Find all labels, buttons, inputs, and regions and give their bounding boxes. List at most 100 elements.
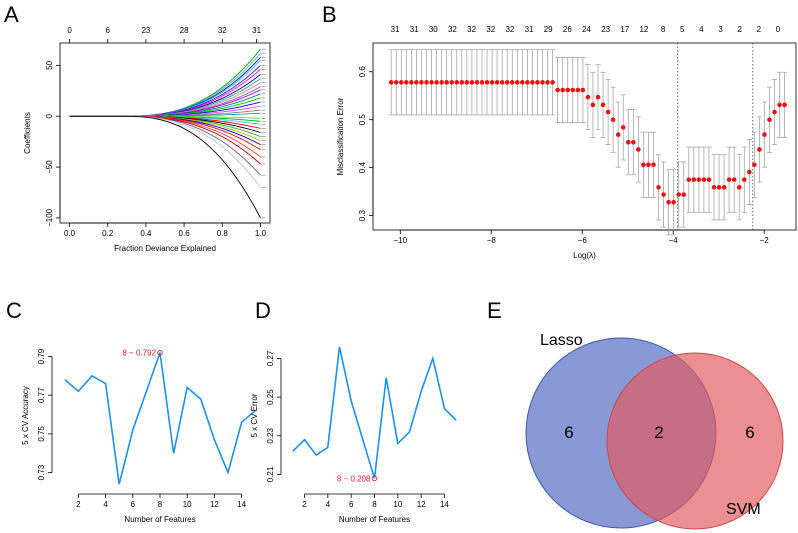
top-tick-label: 5 [680, 25, 685, 34]
cv-error-point [499, 80, 505, 85]
x-tick-label: −4 [669, 236, 679, 245]
cv-error-point [540, 80, 545, 85]
top-tick-label: 30 [429, 25, 438, 34]
coefficient-path-c29 [123, 115, 261, 176]
cv-error-point [615, 132, 621, 137]
cv-error-point [701, 177, 707, 182]
y-tick-label: 0.23 [266, 427, 275, 443]
chart-c-cv-accuracy: 2 4 6 8 10 12 14 0.73 0.75 0.77 0.79 Number of Feat… [21, 348, 256, 524]
top-tick-label: 31 [525, 25, 534, 34]
cv-error-point [620, 125, 626, 130]
cv-error-point [409, 80, 414, 85]
cv-error-point [610, 117, 616, 123]
cv-error-point [444, 80, 449, 85]
x-axis-title: Log(λ) [573, 251, 596, 260]
cv-error-point [525, 80, 530, 85]
cv-error-point [625, 139, 631, 145]
cv-error-point [631, 139, 636, 145]
y-tick-label: 0.3 [358, 210, 367, 222]
cv-error-point [671, 199, 676, 205]
cv-error-point [504, 80, 510, 85]
cv-error-point [757, 147, 762, 152]
x-tick-label: 4 [326, 500, 331, 509]
panel-letter-b: B [322, 2, 337, 27]
cv-error-point [429, 80, 434, 85]
top-tick-label: 8 [661, 25, 666, 34]
cv-error-point [711, 185, 717, 190]
top-tick-label: 32 [448, 25, 457, 34]
top-tick-label: 32 [486, 25, 495, 34]
cv-error-point [459, 80, 465, 85]
x-tick-label: 4 [103, 500, 108, 509]
x-tick-label: −6 [578, 236, 588, 245]
cv-error-point [489, 80, 495, 85]
best-point-marker [371, 475, 378, 482]
y-tick-label: 0.77 [37, 387, 46, 403]
y-axis-title: Coefficients [23, 112, 32, 154]
top-tick-label: 32 [218, 26, 227, 35]
top-tick-label: 28 [180, 26, 189, 35]
venn-label-lasso: Lasso [540, 332, 583, 349]
best-point-label: 8 − 0.208 [337, 474, 371, 483]
panel-letter-e: E [487, 298, 502, 323]
top-tick-label: 31 [410, 25, 419, 34]
coefficient-path-c25 [123, 115, 261, 146]
panel-letter-a: A [4, 2, 19, 27]
panel-letter-c: C [6, 298, 22, 323]
top-tick-label: 32 [467, 25, 476, 34]
x-tick-label: 1.0 [255, 229, 267, 238]
cv-error-point [696, 177, 702, 182]
cv-error-point [772, 109, 777, 115]
cv-error-point [520, 80, 525, 85]
best-point-label: 8 − 0.792 [122, 349, 156, 358]
x-tick-label: 0.6 [179, 229, 191, 238]
chart-e-venn: Lasso SVM 6 2 6 [525, 332, 784, 530]
cv-error-point [424, 80, 429, 85]
cv-error-point [560, 87, 565, 93]
cv-error-point [393, 80, 399, 85]
y-tick-label: 0.79 [37, 348, 46, 364]
cv-error-point [509, 80, 515, 85]
cv-error-point [656, 185, 661, 190]
cv-error-point [550, 80, 555, 85]
cv-error-point [666, 199, 671, 205]
cv-error-point [590, 102, 596, 108]
cv-error-point [731, 177, 737, 182]
venn-count-lasso-only: 6 [564, 423, 573, 442]
x-tick-label: 12 [417, 500, 426, 509]
x-tick-label: 12 [210, 500, 219, 509]
cv-error-point [474, 80, 480, 85]
cv-error-point [762, 132, 767, 137]
cv-error-point [736, 185, 742, 190]
cv-error-point [747, 169, 752, 175]
cv-error-point [494, 80, 500, 85]
cv-error-point [676, 192, 682, 197]
chart-a-coefficient-paths: 0.0 0.2 0.4 0.6 0.8 1.0 −100 −50 0 50 Fraction Dev… [23, 26, 271, 253]
cv-error-point [439, 80, 444, 85]
cv-error-point [469, 80, 475, 85]
x-axis-title: Number of Features [339, 515, 410, 524]
x-axis-title: Fraction Deviance Explained [114, 244, 216, 253]
cv-error-point [782, 102, 787, 108]
x-tick-label: 0.0 [64, 229, 76, 238]
x-tick-label: 0.8 [217, 229, 229, 238]
y-tick-label: −50 [45, 160, 54, 174]
y-axis-title: Misclassification Error [336, 97, 345, 175]
cv-error-point [605, 109, 611, 115]
cv-error-point [575, 87, 581, 93]
feature-curve [64, 352, 256, 485]
best-point-marker [157, 349, 163, 356]
x-tick-label: 14 [440, 500, 449, 509]
cv-error-point [636, 147, 641, 152]
top-tick-label: 17 [620, 25, 629, 34]
top-tick-label: 29 [544, 25, 553, 34]
plot-frame [59, 42, 271, 224]
cv-error-point [404, 80, 409, 85]
y-axis-title: 5 x CV Accuracy [21, 386, 30, 445]
cv-error-point [595, 94, 601, 100]
cv-error-point [419, 80, 424, 85]
cv-error-point [388, 80, 394, 85]
top-tick-label: 6 [106, 26, 111, 35]
cv-error-point [414, 80, 419, 85]
x-tick-label: 2 [302, 500, 307, 509]
